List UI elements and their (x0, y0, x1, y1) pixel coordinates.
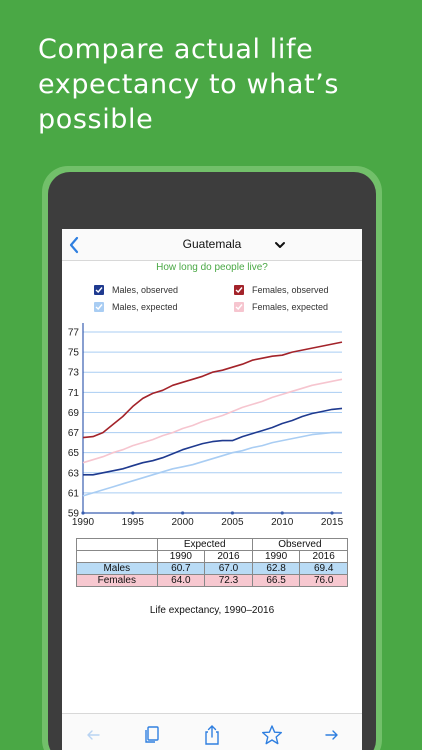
checkbox-icon (234, 302, 244, 312)
table-cell: 60.7 (156, 562, 206, 575)
table-year-header: 2016 (204, 550, 253, 563)
table-row: Females 64.0 72.3 66.5 76.0 (76, 574, 348, 587)
chevron-left-icon[interactable] (66, 234, 84, 256)
x-tick-mark (330, 511, 334, 515)
bottom-toolbar (62, 713, 362, 750)
x-tick-mark (280, 511, 284, 515)
checkbox-icon (234, 285, 244, 295)
x-tick-label: 1995 (122, 517, 145, 528)
life-expectancy-chart: 59 61 63 65 67 69 71 73 75 77 1990 1995 2000 2005 2010… (68, 323, 344, 528)
y-tick-label: 77 (68, 328, 80, 339)
country-title[interactable]: Guatemala (182, 237, 242, 251)
y-tick-label: 73 (68, 368, 80, 379)
y-tick-label: 59 (68, 509, 80, 520)
series-line-males-observed (83, 407, 343, 476)
table-cell: 72.3 (204, 574, 253, 587)
table-group-header: Expected (156, 538, 253, 551)
x-tick-mark (131, 511, 135, 515)
headline: Compare actual life expectancy to what’s… (38, 34, 340, 135)
legend-males-expected[interactable]: Males, expected (94, 302, 178, 312)
y-tick-label: 63 (68, 468, 80, 479)
table-group-header: Observed (251, 538, 349, 551)
row-label: Males (76, 562, 158, 575)
y-tick-label: 69 (68, 408, 80, 419)
star-icon[interactable] (261, 724, 283, 746)
row-label: Females (76, 574, 158, 587)
x-tick-label: 2010 (271, 517, 294, 528)
summary-table: Expected Observed 1990 2016 1990 2016 Ma… (76, 538, 349, 587)
chart-caption: Life expectancy, 1990–2016 (149, 605, 275, 616)
legend-label: Females, observed (252, 285, 329, 295)
legend-females-observed[interactable]: Females, observed (234, 285, 329, 295)
legend-label: Males, observed (112, 285, 179, 295)
x-tick-label: 2000 (171, 517, 194, 528)
y-tick-label: 67 (68, 428, 80, 439)
chevron-down-icon[interactable] (273, 238, 287, 252)
table-cell: 67.0 (204, 562, 253, 575)
x-tick-label: 1990 (72, 517, 95, 528)
x-tick-mark (81, 511, 85, 515)
table-year-header: 2016 (299, 550, 348, 563)
checkbox-icon (94, 285, 104, 295)
table-cell: 76.0 (299, 574, 348, 587)
navigation-bar: Guatemala (62, 229, 362, 261)
app-screen: Guatemala How long do people live? Males… (62, 229, 362, 750)
x-tick-mark (230, 511, 235, 515)
chart-subtitle: How long do people live? (156, 262, 268, 273)
y-tick-label: 71 (68, 388, 80, 399)
legend-label: Females, expected (252, 302, 329, 312)
legend-females-expected[interactable]: Females, expected (234, 302, 328, 312)
legend-males-observed[interactable]: Males, observed (94, 285, 178, 295)
series-line-males-expected (82, 431, 342, 497)
arrow-right-icon[interactable] (321, 724, 343, 746)
legend-label: Males, expected (112, 302, 178, 312)
copy-icon[interactable] (141, 724, 163, 746)
table-cell: 64.0 (156, 574, 206, 587)
series-line-females-expected (82, 378, 343, 464)
series-line-females-observed (82, 341, 343, 439)
table-cell: 62.8 (251, 562, 301, 575)
table-corner (76, 538, 158, 551)
y-tick-label: 65 (68, 448, 80, 459)
share-icon[interactable] (201, 724, 223, 746)
y-tick-label: 61 (68, 488, 80, 499)
table-cell: 66.5 (251, 574, 301, 587)
x-tick-label: 2005 (221, 517, 244, 528)
table-row: Males 60.7 67.0 62.8 69.4 (76, 562, 348, 575)
table-corner (76, 550, 158, 563)
table-year-header: 1990 (156, 550, 206, 563)
arrow-left-icon[interactable] (82, 724, 104, 746)
table-cell: 69.4 (299, 562, 348, 575)
table-year-header: 1990 (251, 550, 301, 563)
x-tick-mark (181, 511, 185, 515)
y-tick-label: 75 (68, 348, 80, 359)
x-tick-label: 2015 (321, 517, 344, 528)
checkbox-icon (94, 302, 104, 312)
